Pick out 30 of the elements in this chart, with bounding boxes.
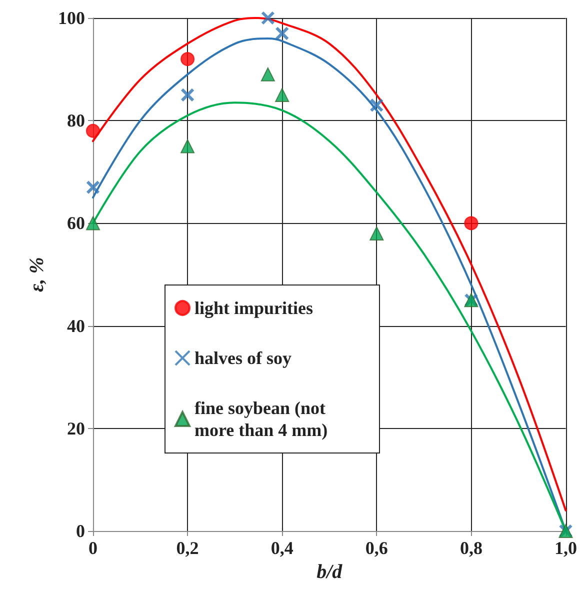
point <box>180 88 195 102</box>
point <box>464 216 478 230</box>
y-axis-title: ε, % <box>26 257 48 292</box>
x-axis-title: b/d <box>316 560 344 583</box>
x-tick-label: 1,0 <box>554 538 577 558</box>
point <box>260 67 275 82</box>
point <box>180 52 195 66</box>
y-tick-label: 40 <box>67 316 85 336</box>
point <box>275 88 290 102</box>
legend-label: halves of soy <box>194 348 292 368</box>
point <box>275 26 290 40</box>
point <box>370 226 384 240</box>
point <box>86 180 100 194</box>
legend-label: fine soybean (not more than 4 mm) <box>194 398 330 440</box>
y-tick-label: 100 <box>58 8 85 28</box>
x-tick-label: 0,4 <box>270 538 294 558</box>
x-tick-label: 0,6 <box>365 538 388 558</box>
point <box>86 124 100 138</box>
y-tick-label: 60 <box>67 213 85 234</box>
y-tick-label: 0 <box>76 521 85 541</box>
y-tick-label: 80 <box>67 110 85 131</box>
x-tick-label: 0 <box>88 538 98 558</box>
y-tick-label: 20 <box>67 418 85 438</box>
point <box>86 216 100 230</box>
x-tick-label: 0,8 <box>460 538 482 558</box>
point <box>370 98 384 112</box>
legend-label: light impurities <box>194 298 314 318</box>
point <box>260 11 275 25</box>
point <box>180 139 195 154</box>
x-tick-label: 0,2 <box>176 538 199 558</box>
